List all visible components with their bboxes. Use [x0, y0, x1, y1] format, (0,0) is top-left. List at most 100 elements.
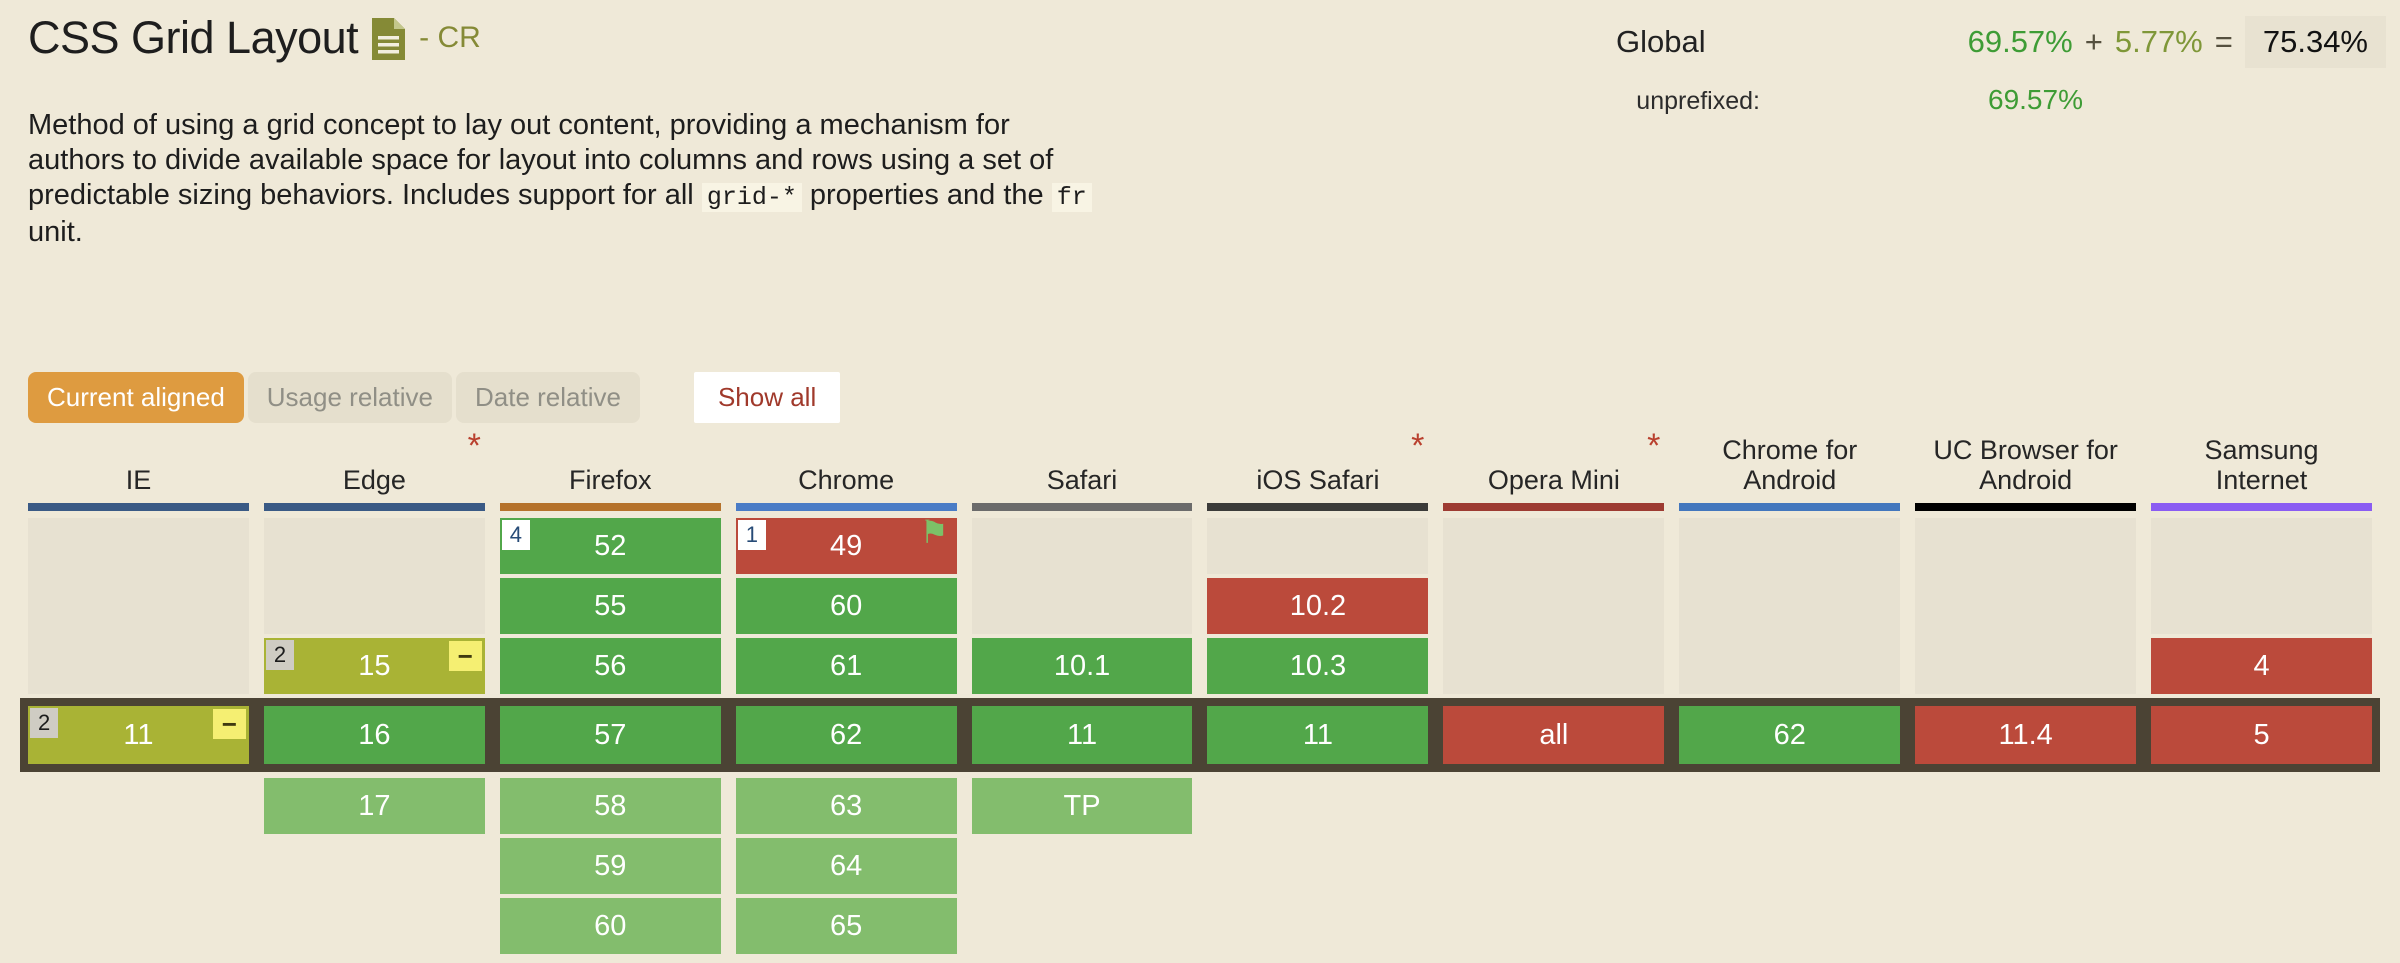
tab-usage-relative[interactable]: Usage relative — [247, 372, 452, 423]
empty-cell — [971, 518, 1193, 634]
browser-version-cells: 10.1 11 TP — [971, 518, 1193, 954]
inline-code: fr — [1051, 183, 1092, 212]
browser-column-safari: Safari 10.1 11 TP — [971, 435, 1193, 954]
browser-color-bar — [1443, 503, 1665, 511]
version-label: 49 — [830, 529, 863, 562]
version-label: all — [1539, 718, 1569, 751]
usage-global-values: 69.57% + 5.77% = 75.34% — [1968, 16, 2386, 68]
inline-code: grid-* — [701, 183, 802, 212]
usage-unprefixed-label: unprefixed: — [1636, 87, 1760, 115]
browser-version-cells: 62 — [1679, 518, 1901, 954]
browser-column-chrome-for-android: Chrome for Android 62 — [1679, 435, 1901, 954]
empty-cell — [1915, 518, 2137, 694]
note-badge[interactable]: 2 — [30, 708, 59, 738]
feature-description: Method of using a grid concept to lay ou… — [28, 108, 1113, 250]
version-label: 5 — [2253, 718, 2270, 751]
support-cell: 62 — [1679, 706, 1901, 764]
browser-color-bar — [28, 503, 249, 511]
browser-name-label: Firefox — [568, 465, 652, 495]
support-cell: 62 — [735, 706, 957, 764]
browser-version-cells: 15 2 − 16 17 — [263, 518, 485, 954]
support-cell: 11.4 — [1915, 706, 2137, 764]
support-cell: TP — [971, 778, 1193, 834]
support-cell: 61 — [735, 638, 957, 694]
browser-name: iOS Safari * — [1207, 429, 1428, 503]
note-badge[interactable]: 4 — [501, 520, 531, 550]
asterisk-note-icon: * — [1647, 427, 1661, 465]
browser-name: Firefox — [500, 435, 721, 503]
browser-support-table: IE 11 2− Edge * 15 2−16 17 Firefox 52 4 55 56 57 58 59 6… — [20, 429, 2380, 954]
browser-name: UC Browser for Android — [1915, 435, 2136, 503]
version-label: 62 — [1773, 718, 1806, 751]
browser-name: Edge * — [264, 429, 485, 503]
support-cell: 59 — [499, 838, 721, 894]
browser-name: Samsung Internet — [2151, 435, 2372, 503]
version-label: 10.1 — [1053, 649, 1111, 682]
browser-column-samsung-internet: Samsung Internet 4 5 — [2151, 435, 2372, 954]
support-cell: 60 — [499, 898, 721, 954]
support-cell: all — [1443, 706, 1665, 764]
version-label: 4 — [2253, 649, 2270, 682]
support-cell: 10.2 — [1207, 578, 1429, 634]
version-label: 61 — [830, 649, 863, 682]
usage-partial-pct: 5.77% — [2114, 24, 2203, 59]
support-cell: 58 — [499, 778, 721, 834]
browser-name-label: IE — [125, 465, 152, 495]
support-cell: 56 — [499, 638, 721, 694]
version-label: 60 — [830, 589, 863, 622]
minus-icon: − — [448, 641, 482, 671]
empty-cell — [2151, 518, 2372, 634]
page-header: CSS Grid Layout - CR — [28, 0, 2372, 66]
version-label: 11 — [1302, 718, 1333, 751]
version-label: 65 — [830, 909, 863, 942]
usage-supported-pct: 69.57% — [1967, 24, 2073, 59]
empty-cell — [1443, 518, 1665, 694]
browser-version-cells: 11 2 − — [28, 518, 249, 954]
show-all-button[interactable]: Show all — [693, 372, 841, 423]
browser-column-opera-mini: Opera Mini * all — [1443, 429, 1665, 954]
note-badge[interactable]: 1 — [737, 520, 766, 550]
asterisk-note-icon: * — [467, 427, 481, 465]
support-cell: 63 — [735, 778, 957, 834]
tab-date-relative[interactable]: Date relative — [455, 372, 640, 423]
version-label: 58 — [594, 789, 627, 822]
browser-name-label: UC Browser for Android — [1933, 435, 2118, 495]
support-cell: 17 — [263, 778, 485, 834]
spec-document-icon — [372, 17, 406, 65]
browser-name: IE — [28, 435, 249, 503]
support-cell: 11 — [1207, 706, 1429, 764]
tab-current-aligned[interactable]: Current aligned — [28, 372, 244, 423]
browser-version-cells: 10.2 10.3 11 — [1207, 518, 1429, 954]
support-cell: 49 1 ⚑ — [735, 516, 957, 574]
version-label: 10.3 — [1289, 649, 1347, 682]
description-text: properties and the — [801, 179, 1052, 211]
empty-cell — [263, 518, 485, 634]
spec-status-link[interactable]: - CR — [419, 21, 481, 54]
usage-stats: Global 69.57% + 5.77% = 75.34% unprefixe… — [1616, 16, 2386, 116]
browser-name-label: Safari — [1046, 465, 1118, 495]
browser-name-label: Opera Mini — [1487, 465, 1620, 495]
support-cell: 15 2 − — [263, 638, 485, 694]
browser-name: Chrome for Android — [1679, 435, 1900, 503]
version-label: 16 — [358, 718, 391, 751]
support-cell: 5 — [2151, 706, 2372, 764]
support-cell: 10.1 — [971, 638, 1193, 694]
browser-column-firefox: Firefox 52 4 55 56 57 58 59 60 — [499, 435, 721, 954]
version-label: 56 — [594, 649, 627, 682]
note-badge[interactable]: 2 — [265, 640, 295, 670]
version-label: 11 — [123, 718, 154, 751]
minus-icon: − — [212, 709, 246, 739]
browser-color-bar — [971, 503, 1193, 511]
browser-name: Chrome — [736, 435, 957, 503]
empty-cell — [1679, 518, 1901, 694]
browser-column-edge: Edge * 15 2 − 16 17 — [263, 429, 485, 954]
browser-version-cells: all — [1443, 518, 1665, 954]
version-label: 11.4 — [1998, 718, 2053, 751]
version-label: TP — [1063, 789, 1101, 822]
browser-name-label: Chrome — [798, 465, 895, 495]
browser-version-cells: 49 1 ⚑ 60 61 62 63 64 65 — [735, 516, 957, 954]
version-label: 52 — [594, 529, 627, 562]
view-toolbar: Current aligned Usage relative Date rela… — [28, 372, 2372, 423]
